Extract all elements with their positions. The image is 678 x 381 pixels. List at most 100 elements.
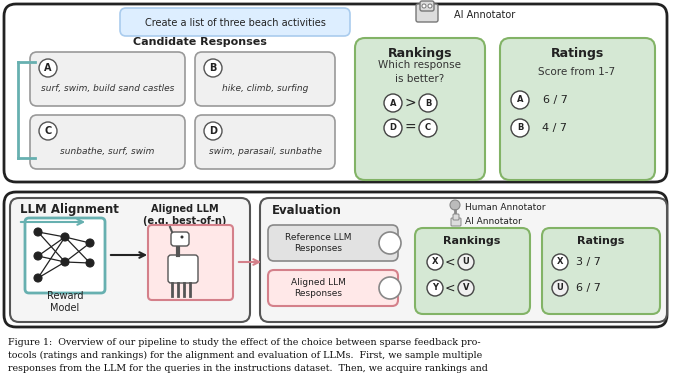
Circle shape — [86, 239, 94, 247]
FancyBboxPatch shape — [10, 198, 250, 322]
Circle shape — [34, 228, 42, 236]
FancyBboxPatch shape — [120, 8, 350, 36]
FancyBboxPatch shape — [168, 255, 198, 283]
Text: U: U — [557, 283, 563, 293]
Text: A: A — [390, 99, 396, 107]
Text: responses from the LLM for the queries in the instructions dataset.  Then, we ac: responses from the LLM for the queries i… — [8, 364, 488, 373]
Text: Rankings: Rankings — [443, 236, 500, 246]
FancyBboxPatch shape — [415, 228, 530, 314]
FancyBboxPatch shape — [268, 225, 398, 261]
Circle shape — [86, 259, 94, 267]
Text: A: A — [44, 63, 52, 73]
Text: 4 / 7: 4 / 7 — [542, 123, 567, 133]
Text: C: C — [44, 126, 52, 136]
Text: sunbathe, surf, swim: sunbathe, surf, swim — [60, 147, 155, 156]
Text: X: X — [432, 258, 438, 266]
Text: 6 / 7: 6 / 7 — [576, 283, 601, 293]
FancyBboxPatch shape — [148, 225, 233, 300]
Circle shape — [419, 94, 437, 112]
Circle shape — [458, 254, 474, 270]
Text: Candidate Responses: Candidate Responses — [133, 37, 267, 47]
Text: D: D — [209, 126, 217, 136]
Circle shape — [552, 280, 568, 296]
Circle shape — [204, 59, 222, 77]
FancyBboxPatch shape — [355, 38, 485, 180]
Text: U: U — [462, 258, 469, 266]
Text: Ratings: Ratings — [551, 48, 603, 61]
Circle shape — [450, 200, 460, 210]
FancyBboxPatch shape — [420, 1, 434, 11]
Text: Score from 1-7: Score from 1-7 — [538, 67, 616, 77]
Text: C: C — [425, 123, 431, 133]
Text: Aligned LLM
Responses: Aligned LLM Responses — [291, 278, 345, 298]
Circle shape — [39, 59, 57, 77]
Text: A: A — [517, 96, 523, 104]
Text: Figure 1:  Overview of our pipeline to study the effect of the choice between sp: Figure 1: Overview of our pipeline to st… — [8, 338, 481, 347]
Circle shape — [180, 235, 184, 239]
Circle shape — [552, 254, 568, 270]
Text: <: < — [445, 256, 455, 269]
Circle shape — [61, 233, 69, 241]
Circle shape — [511, 91, 529, 109]
FancyBboxPatch shape — [30, 115, 185, 169]
Text: surf, swim, build sand castles: surf, swim, build sand castles — [41, 84, 174, 93]
Text: AI Annotator: AI Annotator — [465, 218, 522, 226]
Text: =: = — [404, 121, 416, 135]
FancyBboxPatch shape — [25, 218, 105, 293]
FancyBboxPatch shape — [30, 52, 185, 106]
FancyBboxPatch shape — [195, 115, 335, 169]
Circle shape — [379, 277, 401, 299]
FancyBboxPatch shape — [195, 52, 335, 106]
FancyBboxPatch shape — [4, 192, 667, 327]
Circle shape — [204, 122, 222, 140]
Text: D: D — [389, 123, 397, 133]
Text: Rankings: Rankings — [388, 48, 452, 61]
Text: 6 / 7: 6 / 7 — [542, 95, 567, 105]
Circle shape — [379, 232, 401, 254]
Text: B: B — [210, 63, 217, 73]
Text: Aligned LLM
(e.g. best-of-n): Aligned LLM (e.g. best-of-n) — [143, 204, 226, 226]
Text: Y: Y — [432, 283, 438, 293]
Text: B: B — [517, 123, 523, 133]
Circle shape — [511, 119, 529, 137]
Circle shape — [384, 119, 402, 137]
FancyBboxPatch shape — [453, 214, 459, 220]
FancyBboxPatch shape — [268, 270, 398, 306]
FancyBboxPatch shape — [171, 232, 189, 246]
Text: Human Annotator: Human Annotator — [465, 203, 546, 213]
Text: Evaluation: Evaluation — [272, 203, 342, 216]
Text: V: V — [463, 283, 469, 293]
Text: LLM Alignment: LLM Alignment — [20, 203, 119, 216]
Text: 3 / 7: 3 / 7 — [576, 257, 601, 267]
Text: Which response
is better?: Which response is better? — [378, 61, 462, 83]
Text: Reward
Model: Reward Model — [47, 291, 83, 313]
Circle shape — [419, 119, 437, 137]
Circle shape — [428, 4, 432, 8]
Text: AI Annotator: AI Annotator — [454, 10, 515, 20]
Circle shape — [427, 280, 443, 296]
Text: swim, parasail, sunbathe: swim, parasail, sunbathe — [209, 147, 321, 156]
FancyBboxPatch shape — [416, 4, 438, 22]
Text: B: B — [425, 99, 431, 107]
FancyBboxPatch shape — [542, 228, 660, 314]
Text: Ratings: Ratings — [577, 236, 624, 246]
FancyBboxPatch shape — [4, 4, 667, 182]
FancyBboxPatch shape — [451, 218, 461, 226]
Text: X: X — [557, 258, 563, 266]
Text: >: > — [404, 96, 416, 110]
FancyBboxPatch shape — [500, 38, 655, 180]
Text: Create a list of three beach activities: Create a list of three beach activities — [144, 18, 325, 28]
Text: hike, climb, surfing: hike, climb, surfing — [222, 84, 308, 93]
Text: tocols (ratings and rankings) for the alignment and evaluation of LLMs.  First, : tocols (ratings and rankings) for the al… — [8, 351, 482, 360]
Circle shape — [34, 274, 42, 282]
Text: <: < — [445, 282, 455, 295]
Text: Reference LLM
Responses: Reference LLM Responses — [285, 233, 351, 253]
Circle shape — [422, 4, 426, 8]
Circle shape — [34, 252, 42, 260]
FancyBboxPatch shape — [260, 198, 667, 322]
Circle shape — [39, 122, 57, 140]
Circle shape — [61, 258, 69, 266]
Circle shape — [458, 280, 474, 296]
Circle shape — [384, 94, 402, 112]
Circle shape — [427, 254, 443, 270]
